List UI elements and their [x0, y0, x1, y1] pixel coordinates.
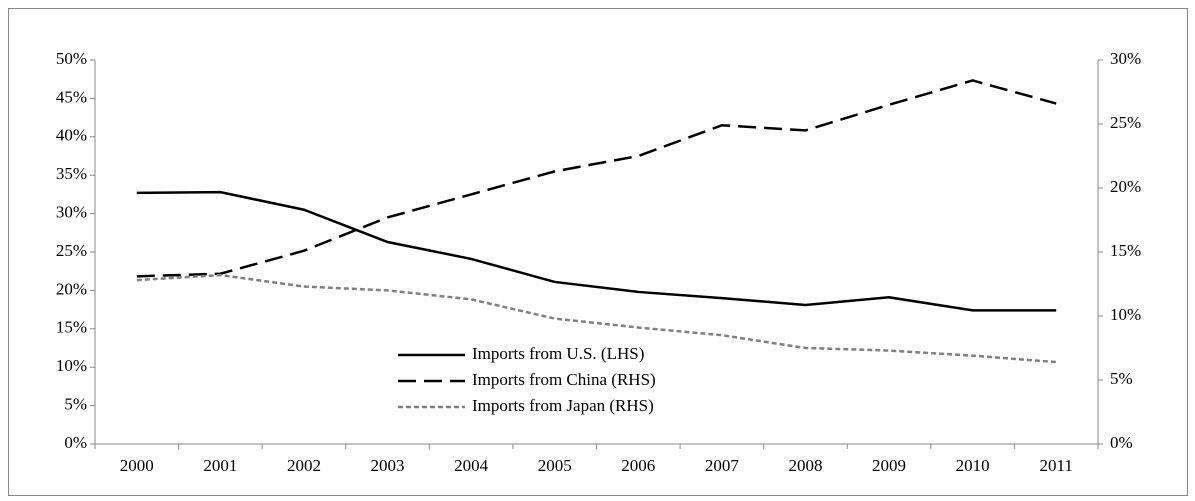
x-tick-label: 2011	[1040, 456, 1073, 475]
legend-label: Imports from U.S. (LHS)	[472, 344, 644, 363]
y-tick-label: 45%	[56, 87, 87, 106]
y2-tick-label: 30%	[1110, 49, 1141, 68]
x-tick-label: 2001	[203, 456, 237, 475]
y-tick-label: 15%	[56, 318, 87, 337]
y-tick-label: 35%	[56, 164, 87, 183]
x-tick-label: 2004	[454, 456, 489, 475]
y2-tick-label: 25%	[1110, 113, 1141, 132]
legend-label: Imports from China (RHS)	[472, 370, 656, 389]
y-tick-label: 30%	[56, 203, 87, 222]
x-tick-label: 2009	[872, 456, 906, 475]
y2-tick-label: 10%	[1110, 305, 1141, 324]
y2-tick-label: 5%	[1110, 369, 1133, 388]
y-tick-label: 50%	[56, 49, 87, 68]
y-tick-label: 5%	[64, 395, 87, 414]
series-line	[136, 79, 1057, 278]
y2-tick-label: 20%	[1110, 177, 1141, 196]
y-tick-label: 10%	[56, 356, 87, 375]
y-tick-label: 40%	[56, 126, 87, 145]
x-tick-label: 2008	[788, 456, 822, 475]
x-tick-label: 2000	[120, 456, 154, 475]
legend-label: Imports from Japan (RHS)	[472, 396, 654, 415]
y-tick-label: 0%	[64, 433, 87, 452]
x-tick-label: 2003	[371, 456, 405, 475]
series-line	[136, 190, 1057, 312]
y2-tick-label: 15%	[1110, 241, 1141, 260]
chart-border	[8, 8, 1188, 496]
y-tick-label: 25%	[56, 241, 87, 260]
x-tick-label: 2006	[621, 456, 655, 475]
y-tick-label: 20%	[56, 279, 87, 298]
series-line	[136, 273, 1057, 364]
x-tick-label: 2010	[956, 456, 990, 475]
y2-tick-label: 0%	[1110, 433, 1133, 452]
x-tick-label: 2007	[705, 456, 740, 475]
x-tick-label: 2005	[538, 456, 572, 475]
x-tick-label: 2002	[287, 456, 321, 475]
